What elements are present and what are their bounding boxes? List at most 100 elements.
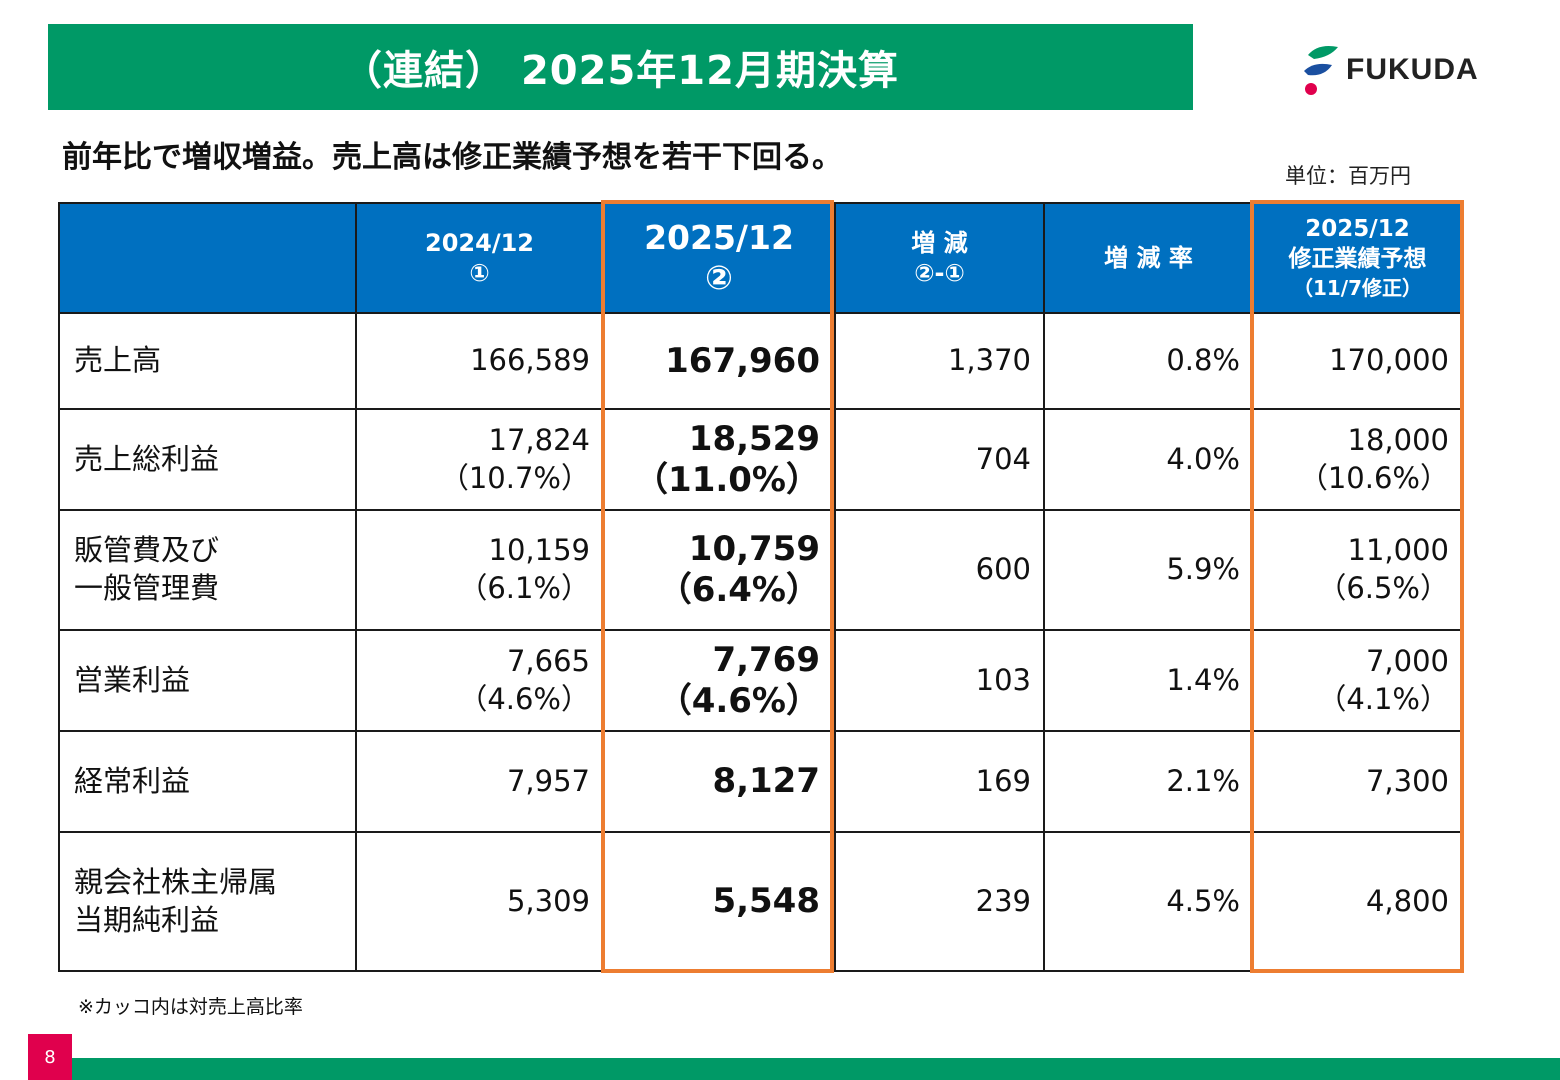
forecast-ratio: （10.6%） [1298, 460, 1449, 495]
prev-amount: 7,665 [506, 643, 590, 678]
company-logo: FUKUDA [1300, 40, 1515, 100]
header-corner [58, 202, 357, 314]
header-forecast: 2025/12 修正業績予想 （11/7修正） [1252, 202, 1463, 314]
change-value: 704 [834, 408, 1045, 511]
change-rate-value: 5.9% [1043, 509, 1254, 631]
prev-amount: 166,589 [470, 343, 590, 378]
header-current-year: 2025/12 ② [602, 202, 836, 314]
page-number: 8 [28, 1034, 72, 1080]
fukuda-logo-icon [1304, 46, 1338, 95]
header-forecast-label: 修正業績予想 [1288, 246, 1427, 272]
bottom-bar [72, 1058, 1560, 1080]
change-rate-value: 1.4% [1043, 629, 1254, 732]
table-row: 経常利益 7,957 8,127 169 2.1% 7,300 [58, 730, 1463, 833]
current-value: 5,548 [602, 831, 836, 972]
row-label-line2: 一般管理費 [74, 571, 220, 605]
forecast-amount: 18,000 [1347, 422, 1449, 457]
row-label: 親会社株主帰属 当期純利益 [58, 831, 357, 972]
row-label: 売上高 [58, 312, 357, 410]
change-rate-value: 4.5% [1043, 831, 1254, 972]
row-label: 経常利益 [58, 730, 357, 833]
header-change-rate-label: 増 減 率 [1104, 244, 1193, 272]
current-ratio: （11.0%） [634, 459, 820, 500]
financial-results-table: 2024/12 ① 2025/12 ② 増 減 ②-① 増 減 率 2025/1… [58, 202, 1463, 972]
header-current-year-label: 2025/12 [644, 218, 794, 258]
header-change-rate: 増 減 率 [1043, 202, 1254, 314]
current-value: 18,529 （11.0%） [602, 408, 836, 511]
page-title: （連結） 2025年12月期決算 [48, 24, 1193, 110]
prev-value: 7,957 [355, 730, 604, 833]
change-value: 1,370 [834, 312, 1045, 410]
forecast-amount: 4,800 [1365, 883, 1449, 918]
current-value: 10,759 （6.4%） [602, 509, 836, 631]
forecast-value: 7,300 [1252, 730, 1463, 833]
change-value: 103 [834, 629, 1045, 732]
table-row: 営業利益 7,665 （4.6%） 7,769 （4.6%） 103 1.4% 7,… [58, 629, 1463, 732]
table-row: 親会社株主帰属 当期純利益 5,309 5,548 239 4.5% 4,800 [58, 831, 1463, 972]
current-ratio: （6.4%） [657, 570, 820, 610]
change-value: 600 [834, 509, 1045, 631]
prev-value: 17,824 （10.7%） [355, 408, 604, 511]
unit-label: 単位：百万円 [1285, 164, 1411, 188]
header-forecast-revision: （11/7修正） [1292, 275, 1423, 300]
table-row: 販管費及び 一般管理費 10,159 （6.1%） 10,759 （6.4%） 600… [58, 509, 1463, 631]
row-label: 売上総利益 [58, 408, 357, 511]
header-change: 増 減 ②-① [834, 202, 1045, 314]
row-label-line1: 売上総利益 [74, 441, 220, 476]
prev-ratio: （10.7%） [439, 460, 590, 495]
forecast-amount: 7,000 [1365, 643, 1449, 678]
current-amount: 10,759 [688, 529, 820, 570]
current-amount: 7,769 [712, 639, 820, 680]
change-value: 239 [834, 831, 1045, 972]
row-label: 営業利益 [58, 629, 357, 732]
forecast-amount: 7,300 [1365, 763, 1449, 798]
forecast-amount: 11,000 [1347, 533, 1449, 568]
forecast-value: 170,000 [1252, 312, 1463, 410]
row-label: 販管費及び 一般管理費 [58, 509, 357, 631]
header-change-label: 増 減 [911, 229, 968, 257]
header-prev-year-marker: ① [469, 259, 490, 287]
header-change-formula: ②-① [914, 259, 965, 287]
prev-value: 7,665 （4.6%） [355, 629, 604, 732]
row-label-line1: 親会社株主帰属 [74, 864, 278, 899]
change-rate-value: 0.8% [1043, 312, 1254, 410]
change-value: 169 [834, 730, 1045, 833]
header-current-year-marker: ② [705, 258, 733, 297]
prev-value: 166,589 [355, 312, 604, 410]
logo-text: FUKUDA [1346, 53, 1479, 86]
forecast-ratio: （4.1%） [1317, 681, 1449, 716]
current-amount: 8,127 [712, 761, 820, 802]
current-ratio: （4.6%） [657, 680, 820, 721]
change-rate-value: 2.1% [1043, 730, 1254, 833]
header-prev-year: 2024/12 ① [355, 202, 604, 314]
summary-headline: 前年比で増収増益。売上高は修正業績予想を若干下回る。 [62, 140, 842, 175]
current-value: 167,960 [602, 312, 836, 410]
prev-amount: 17,824 [488, 422, 590, 457]
prev-amount: 10,159 [488, 533, 590, 568]
header-forecast-year: 2025/12 [1305, 216, 1410, 243]
row-label-line1: 経常利益 [74, 763, 191, 798]
forecast-ratio: （6.5%） [1317, 571, 1449, 605]
current-amount: 167,960 [665, 340, 820, 381]
row-label-line1: 販管費及び [74, 533, 220, 568]
prev-value: 10,159 （6.1%） [355, 509, 604, 631]
row-label-line2: 当期純利益 [74, 902, 220, 937]
forecast-value: 11,000 （6.5%） [1252, 509, 1463, 631]
forecast-value: 18,000 （10.6%） [1252, 408, 1463, 511]
prev-amount: 5,309 [506, 883, 590, 918]
prev-amount: 7,957 [506, 763, 590, 798]
current-value: 7,769 （4.6%） [602, 629, 836, 732]
row-label-line1: 営業利益 [74, 662, 191, 697]
current-value: 8,127 [602, 730, 836, 833]
table-row: 売上総利益 17,824 （10.7%） 18,529 （11.0%） 704 4.… [58, 408, 1463, 511]
forecast-value: 7,000 （4.1%） [1252, 629, 1463, 732]
footnote: ※カッコ内は対売上高比率 [78, 996, 303, 1018]
prev-ratio: （4.6%） [458, 681, 590, 716]
table-header-row: 2024/12 ① 2025/12 ② 増 減 ②-① 増 減 率 2025/1… [58, 202, 1463, 314]
row-label-line1: 売上高 [74, 343, 162, 378]
current-amount: 18,529 [688, 418, 820, 459]
change-rate-value: 4.0% [1043, 408, 1254, 511]
forecast-amount: 170,000 [1329, 343, 1449, 378]
forecast-value: 4,800 [1252, 831, 1463, 972]
prev-value: 5,309 [355, 831, 604, 972]
